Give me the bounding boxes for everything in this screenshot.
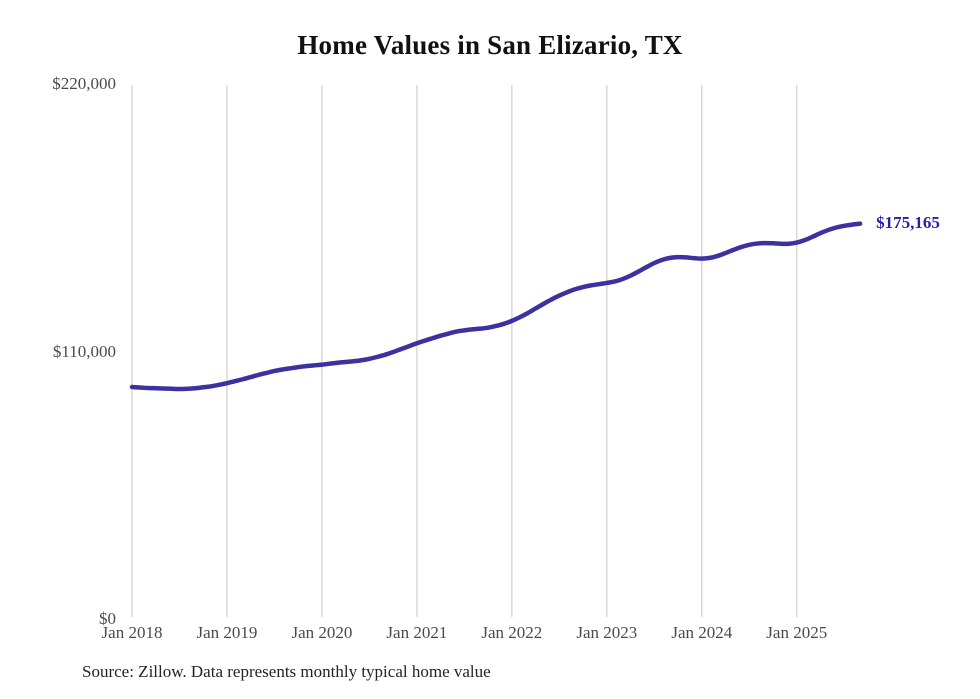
x-gridlines [131, 85, 798, 617]
x-axis-tick-label: Jan 2024 [671, 623, 733, 642]
y-axis-tick-label: $110,000 [52, 341, 116, 361]
home-value-line [129, 221, 863, 392]
y-axis-tick-label: $220,000 [52, 74, 116, 93]
y-axis-tick-label: $0 [99, 609, 116, 628]
x-axis-tick-label: Jan 2023 [576, 623, 638, 642]
x-axis-tick-label: Jan 2025 [766, 623, 828, 642]
x-axis-tick-label: Jan 2021 [386, 623, 448, 642]
x-axis-tick-label: Jan 2022 [481, 623, 543, 642]
chart-title: Home Values in San Elizario, TX [297, 30, 683, 60]
x-axis-tick-label: Jan 2020 [291, 623, 353, 642]
x-axis-tick-label: Jan 2019 [196, 623, 258, 642]
source-note: Source: Zillow. Data represents monthly … [82, 662, 491, 681]
end-value-annotation: $175,165 [876, 212, 940, 232]
x-axis-tick-label: Jan 2018 [101, 623, 163, 642]
